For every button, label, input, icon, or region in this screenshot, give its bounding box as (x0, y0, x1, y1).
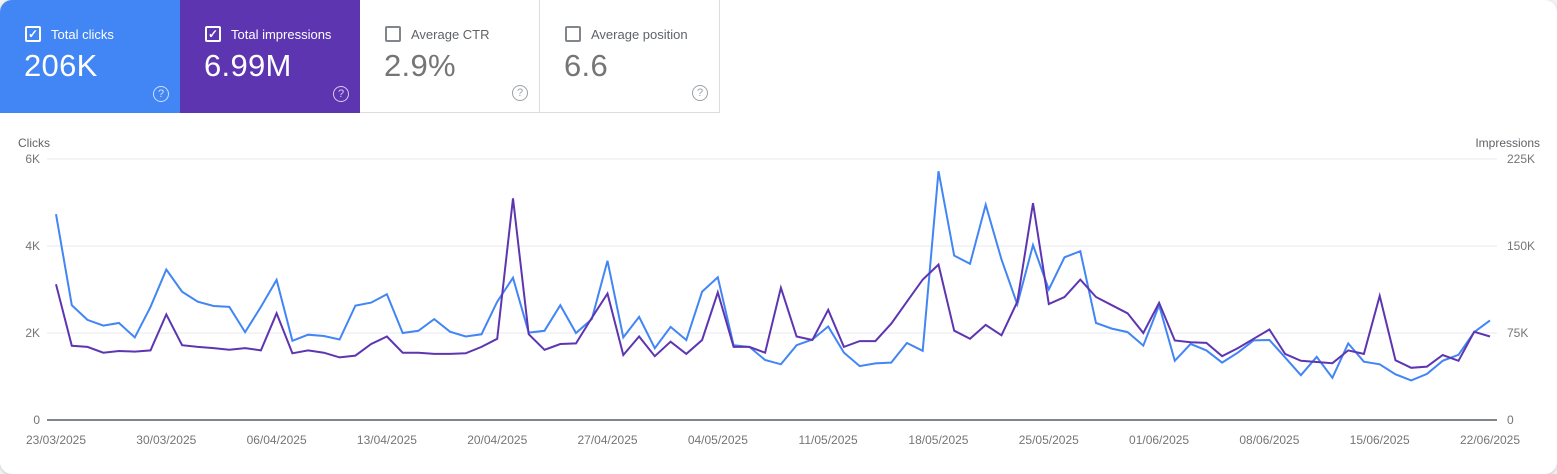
right-axis-tick: 0 (1507, 413, 1514, 427)
x-axis-tick: 22/06/2025 (1459, 433, 1521, 447)
x-axis-tick: 27/04/2025 (577, 433, 638, 447)
x-axis-tick: 30/03/2025 (136, 433, 197, 447)
metric-card-header: ✓ Total clicks (25, 26, 114, 42)
help-icon[interactable]: ? (692, 85, 708, 101)
metric-card-header: ✓ Total impressions (205, 26, 331, 42)
metric-card-average-position[interactable]: Average position 6.6? (540, 0, 720, 113)
right-axis-title: Impressions (1475, 136, 1540, 150)
left-axis-tick: 4K (25, 239, 40, 253)
x-axis-tick: 15/06/2025 (1349, 433, 1410, 447)
metric-card-label: Average position (591, 26, 688, 42)
metric-card-value: 206K (24, 48, 98, 83)
metric-cards: ✓ Total clicks 206K? ✓ Total impressions 6.99… (0, 0, 720, 113)
right-axis-tick: 150K (1507, 239, 1536, 253)
right-axis-tick: 225K (1507, 152, 1536, 166)
x-axis-tick: 20/04/2025 (467, 433, 528, 447)
metric-card-value: 6.99M (204, 48, 292, 83)
impressions-line (55, 198, 1491, 369)
metric-card-value: 6.6 (564, 48, 608, 83)
check-icon: ✓ (27, 27, 39, 41)
x-axis-tick: 25/05/2025 (1018, 433, 1079, 447)
left-axis-title: Clicks (18, 136, 50, 150)
clicks-line (55, 171, 1491, 382)
x-axis-tick: 18/05/2025 (908, 433, 969, 447)
x-axis-tick: 11/05/2025 (798, 433, 858, 447)
metric-card-label: Total impressions (231, 26, 332, 42)
x-axis-tick: 23/03/2025 (25, 433, 87, 447)
metric-card-total-clicks[interactable]: ✓ Total clicks 206K? (0, 0, 180, 113)
metric-card-header: Average position (565, 26, 688, 42)
metric-card-total-impressions[interactable]: ✓ Total impressions 6.99M? (180, 0, 360, 113)
x-axis-tick: 13/04/2025 (356, 433, 417, 447)
x-axis-tick: 04/05/2025 (687, 433, 748, 447)
metric-card-label: Average CTR (411, 26, 490, 42)
average-position-checkbox[interactable] (565, 26, 581, 42)
left-axis-tick: 2K (25, 326, 40, 340)
right-axis-tick: 75K (1507, 326, 1529, 340)
total-clicks-checkbox[interactable]: ✓ (25, 26, 41, 42)
help-icon[interactable]: ? (512, 85, 528, 101)
help-icon[interactable]: ? (333, 86, 349, 102)
x-axis-tick: 06/04/2025 (246, 433, 307, 447)
metric-card-header: Average CTR (385, 26, 490, 42)
total-impressions-checkbox[interactable]: ✓ (205, 26, 221, 42)
left-axis-tick: 6K (25, 152, 40, 166)
metric-card-label: Total clicks (51, 26, 114, 42)
x-axis-tick: 01/06/2025 (1129, 433, 1190, 447)
help-icon[interactable]: ? (153, 86, 169, 102)
average-ctr-checkbox[interactable] (385, 26, 401, 42)
metric-card-average-ctr[interactable]: Average CTR 2.9%? (360, 0, 540, 113)
check-icon: ✓ (207, 27, 219, 41)
metric-card-value: 2.9% (384, 48, 456, 83)
left-axis-tick: 0 (33, 413, 40, 427)
x-axis-tick: 08/06/2025 (1239, 433, 1300, 447)
